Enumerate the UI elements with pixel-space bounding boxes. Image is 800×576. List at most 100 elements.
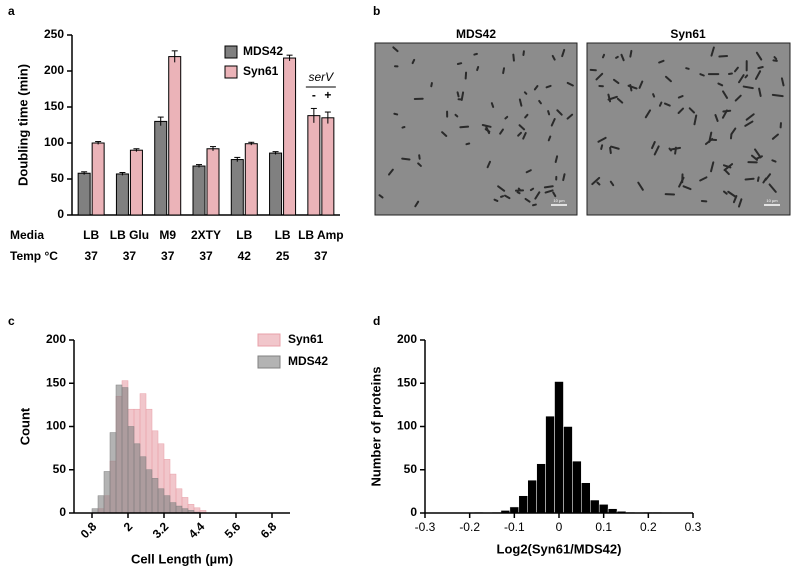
cell [773, 56, 778, 60]
cell [473, 52, 478, 56]
cell [745, 60, 748, 72]
y-axis-label: Doubling time (min) [15, 64, 30, 186]
y-tick-label: 0 [410, 505, 417, 519]
x-tick-label: -0.1 [504, 520, 525, 534]
histogram-bar [115, 384, 123, 514]
cell [664, 193, 676, 196]
cell [499, 128, 504, 135]
category-label: LB [83, 228, 99, 242]
y-tick-label: 150 [46, 375, 66, 389]
condition-label: + [324, 88, 331, 102]
scale-bar-label: 10 µm [766, 198, 778, 203]
cell [454, 113, 459, 118]
scale-bar-label: 10 µm [553, 198, 565, 203]
cell [768, 183, 777, 193]
cell [610, 145, 620, 150]
bar [77, 172, 91, 216]
y-tick-label: 200 [397, 332, 417, 346]
cell [717, 82, 724, 87]
cell [545, 84, 552, 89]
cell [600, 144, 604, 150]
cell [758, 87, 762, 97]
image-title: MDS42 [456, 27, 496, 41]
cell [601, 53, 606, 59]
cell [392, 46, 399, 53]
cell [730, 127, 737, 136]
cell [512, 53, 515, 62]
y-tick-label: 200 [46, 332, 66, 346]
x-axis-label: Log2(Syn61/MDS42) [497, 541, 622, 556]
image-title: Syn61 [670, 27, 706, 41]
cell [401, 157, 411, 161]
legend-label: Syn61 [288, 332, 324, 346]
legend-label: MDS42 [288, 354, 328, 368]
cell [441, 131, 448, 137]
cell [663, 102, 671, 107]
histogram-bar [518, 495, 528, 514]
cell [518, 98, 523, 107]
cell [393, 65, 399, 68]
cell [550, 117, 556, 127]
cell [555, 175, 558, 181]
y-tick-label: 0 [57, 207, 64, 221]
cell [644, 109, 652, 119]
row-label: Temp °C [10, 249, 58, 263]
cell [771, 159, 777, 163]
x-tick-label: -0.3 [415, 520, 436, 534]
cell [727, 72, 733, 75]
cell [709, 138, 718, 141]
histogram-bar [581, 482, 591, 514]
histogram-bar [97, 495, 105, 514]
y-tick-label: 150 [397, 375, 417, 389]
panel-label: b [373, 4, 380, 18]
cell [522, 50, 525, 57]
cell [669, 146, 682, 151]
cell [561, 48, 566, 58]
cell [456, 91, 460, 98]
legend-swatch [224, 65, 238, 79]
x-axis-label: Cell Length (µm) [131, 551, 233, 566]
cell [609, 146, 612, 155]
bar [269, 152, 283, 216]
cell [609, 180, 615, 187]
cell [413, 97, 424, 100]
cell [529, 187, 535, 192]
cell [727, 190, 737, 198]
cell [653, 145, 660, 156]
histogram-bar [509, 506, 520, 514]
panel-label: c [8, 314, 15, 328]
bar [206, 148, 220, 216]
cell [607, 93, 612, 103]
cell [566, 113, 574, 120]
cell [532, 203, 537, 207]
y-tick-label: 0 [59, 505, 66, 519]
cell [744, 177, 755, 181]
cell [481, 123, 492, 128]
cell [538, 99, 542, 105]
cell [459, 125, 470, 129]
y-tick-label: 200 [44, 63, 64, 77]
cell [693, 114, 698, 126]
category-label: 2XTY [191, 228, 221, 242]
cell [504, 115, 509, 120]
cell [393, 112, 399, 116]
cell [755, 51, 763, 61]
cell [754, 70, 762, 80]
cell [677, 95, 684, 99]
cell [732, 195, 738, 204]
legend-label: Syn61 [243, 64, 279, 78]
x-tick-label: 0.3 [685, 520, 702, 534]
cell [747, 161, 758, 164]
cell [493, 198, 499, 202]
legend-swatch [257, 333, 281, 347]
bar [283, 57, 297, 216]
cell [779, 122, 782, 129]
cell [596, 181, 601, 186]
y-tick-label: 100 [44, 135, 64, 149]
cell [524, 197, 531, 203]
histogram-bar [554, 381, 564, 514]
cell [523, 91, 528, 95]
row-label: Media [10, 228, 44, 242]
cell [762, 177, 767, 184]
